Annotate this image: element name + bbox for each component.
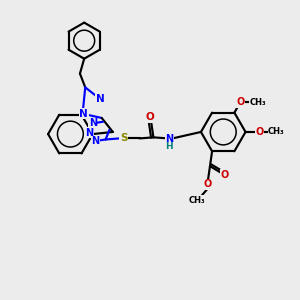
Text: CH₃: CH₃: [268, 128, 285, 136]
Text: O: O: [221, 169, 229, 180]
Text: H: H: [166, 142, 173, 152]
Text: CH₃: CH₃: [249, 98, 266, 106]
Text: N: N: [85, 128, 93, 138]
Text: N: N: [165, 134, 173, 145]
Text: O: O: [237, 97, 245, 107]
Text: N: N: [91, 136, 100, 146]
Text: N: N: [79, 109, 88, 119]
Text: S: S: [120, 134, 127, 143]
Text: N: N: [96, 94, 104, 104]
Text: O: O: [204, 179, 212, 189]
Text: N: N: [89, 118, 97, 128]
Text: CH₃: CH₃: [189, 196, 206, 205]
Text: O: O: [146, 112, 154, 122]
Text: O: O: [255, 127, 263, 137]
